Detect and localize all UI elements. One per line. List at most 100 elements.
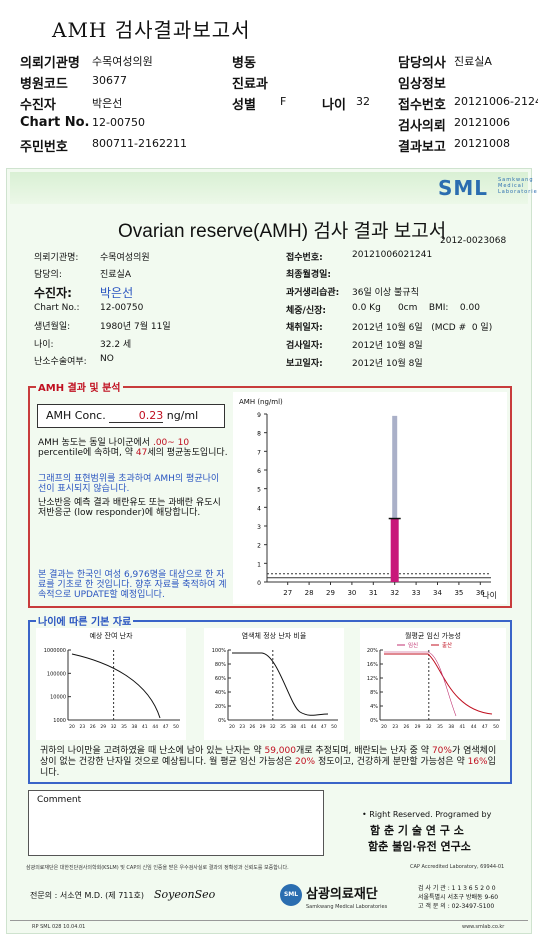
info-value: 0.0 Kg 0cm BMI: 0.00 bbox=[352, 303, 480, 313]
header-value: 20121006 bbox=[454, 116, 510, 129]
header-value: 800711-2162211 bbox=[92, 137, 187, 150]
chart-title: 염색체 정상 난자 비율 bbox=[242, 631, 307, 640]
age-data-box bbox=[28, 620, 512, 784]
info-label: 체중/신장: bbox=[286, 306, 327, 316]
info-label: 의뢰기관명: bbox=[34, 253, 79, 263]
y-tick-label: 4 bbox=[257, 505, 261, 512]
org-name-2: 함춘 불임·유전 연구소 bbox=[368, 840, 471, 853]
x-tick-label: 35 bbox=[437, 724, 443, 730]
amh-value: 0.23 bbox=[109, 409, 164, 423]
amh-percentile-text: AMH 농도는 동일 나이군에서 .00~ 10 percentile에 속하며… bbox=[38, 438, 228, 458]
x-tick-label: 47 bbox=[321, 724, 327, 730]
header-value: 12-00750 bbox=[92, 116, 145, 129]
amh-response-text: 난소반응 예측 결과 배란유도 또는 과배란 유도시 저반응군 (low res… bbox=[38, 498, 221, 518]
x-axis-label: 나이 bbox=[482, 590, 497, 600]
header-label: 결과보고 bbox=[398, 140, 446, 155]
y-tick-label: 1000 bbox=[53, 718, 66, 724]
x-tick-label: 32 bbox=[426, 724, 432, 730]
header-value: 수목여성의원 bbox=[92, 55, 153, 68]
rights-text: • Right Reserved. Programed by bbox=[362, 810, 492, 819]
x-tick-label: 47 bbox=[163, 724, 169, 730]
header-label: 주민번호 bbox=[20, 140, 68, 155]
info-label: 난소수술여부: bbox=[34, 357, 87, 367]
y-tick-label: 1 bbox=[257, 561, 261, 568]
pregnancy-chance-chart: 월평균 임신 가능성 20% 16% 12% 8% 4% 0%20 23 26 29 32 35 38 4… bbox=[360, 628, 506, 740]
y-tick-label: 1000000 bbox=[44, 648, 66, 654]
y-tick-label: 16% bbox=[367, 662, 378, 668]
x-tick-label: 29 bbox=[260, 724, 266, 730]
x-tick-label: 32 bbox=[111, 724, 117, 730]
y-tick-label: 2 bbox=[257, 543, 261, 550]
x-tick-label: 38 bbox=[290, 724, 296, 730]
header-value: F bbox=[280, 95, 287, 108]
y-tick-label: 10000 bbox=[50, 695, 66, 701]
x-tick-label: 44 bbox=[152, 724, 158, 730]
info-value: 32.2 세 bbox=[100, 340, 132, 350]
y-tick-label: 9 bbox=[257, 412, 261, 419]
x-tick-label: 47 bbox=[482, 724, 488, 730]
normal-chromosome-chart: 염색체 정상 난자 비율 100% 80% 60% 40% 20% 0%20 23 26 29 32… bbox=[204, 628, 344, 740]
doctor-signature-line: 전문의 : 서소연 M.D. (제 711호) bbox=[30, 891, 144, 900]
info-value: 2012년 10월 6일 (MCD # 0 일) bbox=[352, 323, 493, 333]
x-tick-label: 41 bbox=[142, 724, 148, 730]
amh-range-note: 그래프의 표현범위를 초과하여 AMH의 평균나이선이 표시되지 않습니다. bbox=[38, 474, 220, 494]
header-value: 박은선 bbox=[92, 97, 123, 110]
header-value: 20121008 bbox=[454, 137, 510, 150]
x-tick-label: 34 bbox=[433, 589, 442, 597]
info-label: 과거생리습관: bbox=[286, 288, 340, 298]
x-tick-label: 38 bbox=[448, 724, 454, 730]
info-value: 진료실A bbox=[100, 270, 131, 280]
info-value: 2012년 10월 8일 bbox=[352, 341, 423, 351]
x-tick-label: 30 bbox=[347, 589, 356, 597]
age-section-label: 나이에 따른 기본 자료 bbox=[36, 613, 134, 628]
y-tick-label: 4% bbox=[370, 704, 378, 710]
header-label: 의뢰기관명 bbox=[20, 56, 80, 71]
pregnancy-curve bbox=[384, 651, 457, 717]
x-tick-label: 41 bbox=[460, 724, 466, 730]
chart-title: 예상 잔여 난자 bbox=[89, 631, 133, 640]
header-value: 32 bbox=[356, 95, 370, 108]
info-label: 수진자: bbox=[34, 286, 72, 300]
range-bar bbox=[392, 415, 398, 519]
info-value: 2012년 10월 8일 bbox=[352, 359, 423, 369]
document-number: 2012-0023068 bbox=[440, 236, 507, 246]
legend-label: 임신 bbox=[408, 641, 418, 649]
y-tick-label: 7 bbox=[257, 449, 261, 456]
x-tick-label: 23 bbox=[392, 724, 398, 730]
x-tick-label: 29 bbox=[326, 589, 335, 597]
x-tick-label: 35 bbox=[121, 724, 127, 730]
info-label: 검사일자: bbox=[286, 341, 323, 351]
info-label: 채취일자: bbox=[286, 323, 323, 333]
x-tick-label: 32 bbox=[270, 724, 276, 730]
form-code: RP SML 028 10.04.01 bbox=[32, 924, 86, 930]
chromosome-curve bbox=[232, 652, 329, 716]
amh-bar bbox=[390, 518, 399, 582]
y-tick-label: 100000 bbox=[47, 671, 66, 677]
report-title: Ovarian reserve(AMH) 검사 결과 보고서 bbox=[118, 221, 447, 242]
x-tick-label: 35 bbox=[454, 589, 463, 597]
page-title: AMH 검사결과보고서 bbox=[52, 18, 251, 42]
x-tick-label: 20 bbox=[69, 724, 75, 730]
header-label: 담당의사 bbox=[398, 56, 446, 71]
x-tick-label: 38 bbox=[132, 724, 138, 730]
info-value: 수목여성의원 bbox=[100, 253, 150, 263]
amh-section-label: AMH 결과 및 분석 bbox=[36, 379, 123, 394]
lab-contact: 검 사 기 관 : 1 1 3 6 5 2 0 0 서울특별시 서초구 방배동 9… bbox=[418, 885, 499, 910]
x-tick-label: 23 bbox=[80, 724, 86, 730]
x-tick-label: 33 bbox=[412, 589, 421, 597]
signature-image: SoyeonSeo bbox=[154, 888, 216, 901]
y-tick-label: 60% bbox=[215, 676, 226, 682]
header-value: 20121006-21241 bbox=[454, 95, 538, 108]
comment-box: Comment bbox=[28, 790, 324, 856]
y-tick-label: 8% bbox=[370, 690, 378, 696]
x-tick-label: 23 bbox=[239, 724, 245, 730]
sml-logo: SML Samkwang Medical Laboratories bbox=[438, 176, 538, 200]
info-value: 1980년 7월 11일 bbox=[100, 322, 171, 332]
remaining-eggs-curve bbox=[71, 653, 161, 719]
info-value: 12-00750 bbox=[100, 303, 144, 313]
x-tick-label: 31 bbox=[369, 589, 378, 597]
x-tick-label: 41 bbox=[301, 724, 307, 730]
y-tick-label: 0 bbox=[257, 580, 261, 587]
